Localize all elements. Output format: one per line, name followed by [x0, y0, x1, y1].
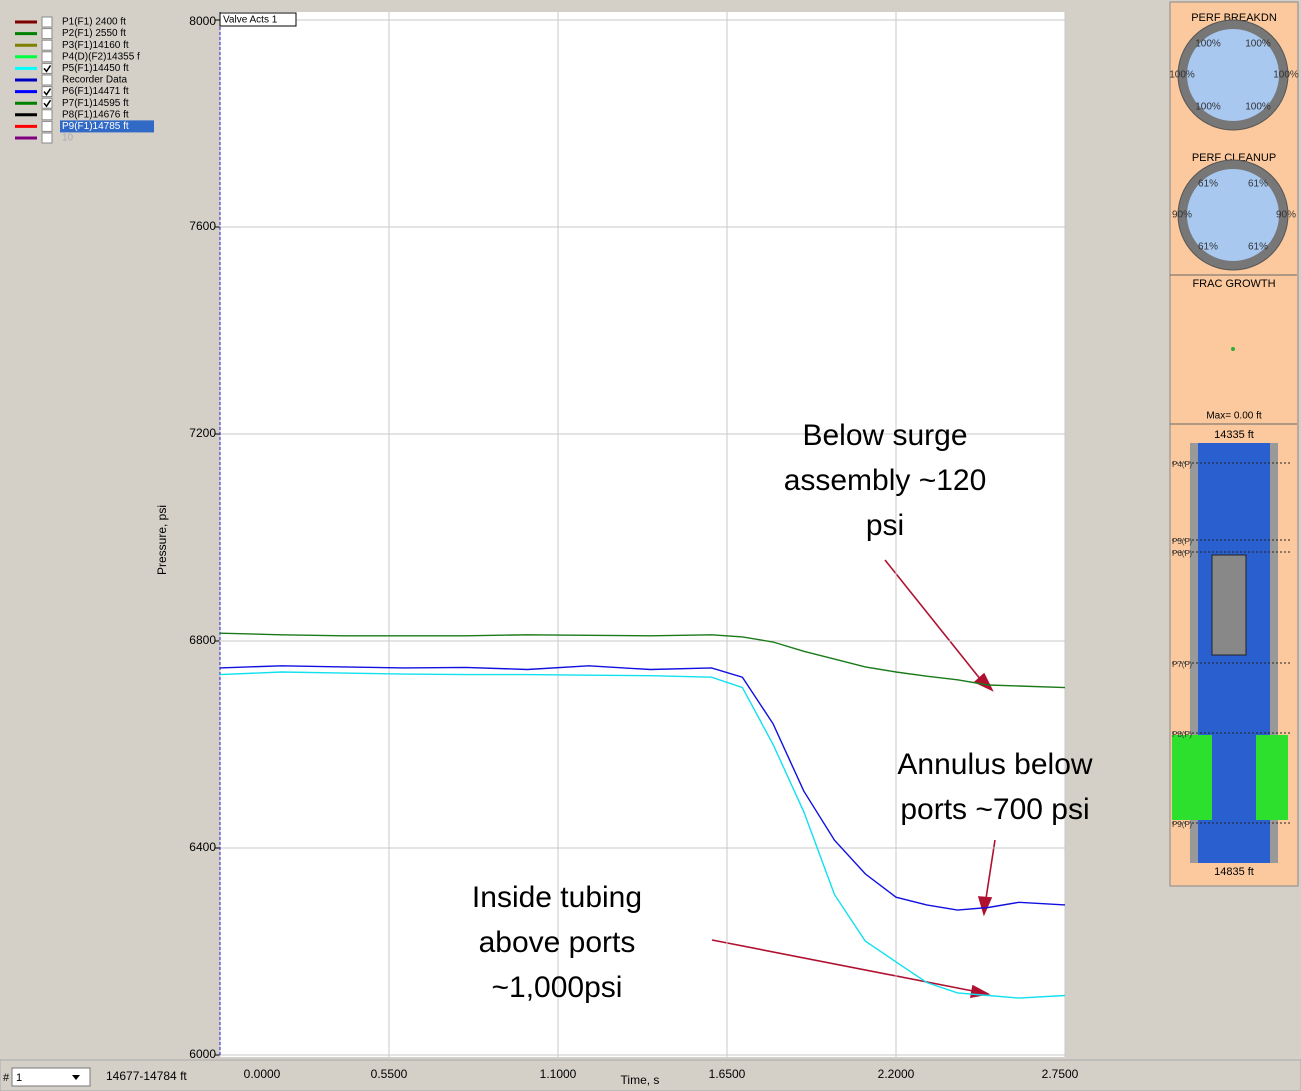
- legend-label: Recorder Data: [62, 75, 127, 86]
- x-tick-label: 2.7500: [1042, 1067, 1079, 1081]
- y-axis-label: Pressure, psi: [155, 505, 169, 575]
- gauge-label: 61%: [1248, 242, 1268, 253]
- legend-label: P5(F1)14450 ft: [62, 63, 129, 74]
- well-label: P7(F): [1172, 660, 1192, 669]
- y-tick-label: 6000: [189, 1047, 216, 1061]
- frac-title: FRAC GROWTH: [1192, 278, 1275, 290]
- legend-label: P2(F1) 2550 ft: [62, 28, 126, 39]
- x-tick-label: 0.0000: [244, 1067, 281, 1081]
- frac-dot: [1231, 347, 1235, 351]
- gauge-label: 100%: [1169, 70, 1195, 81]
- legend-checkbox[interactable]: [42, 52, 52, 62]
- y-tick-label: 7200: [189, 426, 216, 440]
- x-tick-label: 2.2000: [878, 1067, 915, 1081]
- y-tick-label: 6400: [189, 840, 216, 854]
- well-label: P4(F): [1172, 460, 1192, 469]
- legend-checkbox[interactable]: [42, 133, 52, 143]
- gauge-label: 100%: [1245, 102, 1271, 113]
- x-tick-label: 0.5500: [371, 1067, 408, 1081]
- y-tick-label: 8000: [189, 14, 216, 28]
- legend-label: P7(F1)14595 ft: [62, 98, 129, 109]
- well-label: P5(F): [1172, 537, 1192, 546]
- y-tick-label: 6800: [189, 633, 216, 647]
- footer-range: 14677-14784 ft: [106, 1069, 187, 1083]
- legend-checkbox[interactable]: [42, 75, 52, 85]
- dropdown-value: 1: [16, 1072, 22, 1084]
- well-label: P8(F): [1172, 730, 1192, 739]
- footer-hash: #: [3, 1072, 10, 1084]
- gauge-label: 90%: [1276, 210, 1296, 221]
- legend-label: P3(F1)14160 ft: [62, 40, 129, 51]
- legend-label: P6(F1)14471 ft: [62, 86, 129, 97]
- gauge-label: 100%: [1195, 102, 1221, 113]
- x-tick-label: 1.6500: [709, 1067, 746, 1081]
- well-label: P6(F): [1172, 549, 1192, 558]
- gauge-label: 61%: [1198, 242, 1218, 253]
- well-label: P9(F): [1172, 820, 1192, 829]
- x-axis-label: Time, s: [621, 1073, 660, 1087]
- legend-label: P8(F1)14676 ft: [62, 109, 129, 120]
- gauge-label: 90%: [1172, 210, 1192, 221]
- legend-label: P1(F1) 2400 ft: [62, 17, 126, 28]
- well-top: 14335 ft: [1214, 429, 1254, 441]
- gauge-label: 61%: [1198, 179, 1218, 190]
- legend-label: P4(D)(F2)14355 f: [62, 51, 140, 62]
- gauge-label: 100%: [1195, 39, 1221, 50]
- marker-label: Valve Acts 1: [223, 15, 278, 26]
- legend-label: P9(F1)14785 ft: [62, 121, 129, 132]
- surge-tool: [1212, 555, 1246, 655]
- well-bottom: 14835 ft: [1214, 866, 1254, 878]
- plot-area: [220, 12, 1065, 1057]
- legend-checkbox[interactable]: [42, 29, 52, 39]
- gauge-label: 100%: [1273, 70, 1299, 81]
- legend-checkbox[interactable]: [42, 121, 52, 131]
- x-tick-label: 1.1000: [540, 1067, 577, 1081]
- gauge-label: 61%: [1248, 179, 1268, 190]
- frac-max: Max= 0.00 ft: [1206, 411, 1262, 422]
- gauge-label: 100%: [1245, 39, 1271, 50]
- screen: 6000 6400 6800 7200 7600 8000 0.0000 0.5500 1.10…: [0, 0, 1301, 1091]
- legend-checkbox[interactable]: [42, 17, 52, 27]
- y-tick-label: 7600: [189, 219, 216, 233]
- legend-checkbox[interactable]: [42, 110, 52, 120]
- legend-checkbox[interactable]: [42, 40, 52, 50]
- legend-label: 10: [62, 133, 74, 144]
